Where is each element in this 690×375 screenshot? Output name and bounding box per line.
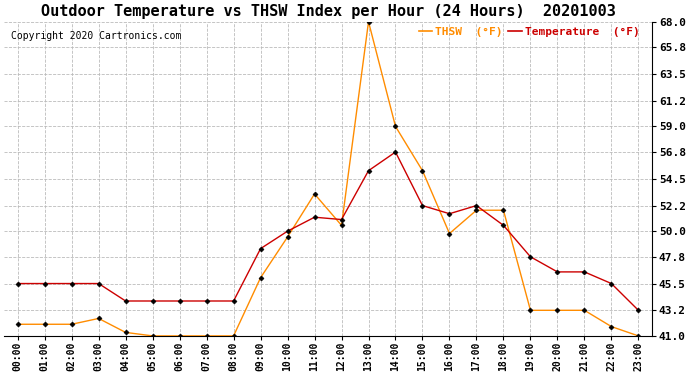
Legend: THSW  (°F), Temperature  (°F): THSW (°F), Temperature (°F): [419, 27, 640, 37]
Text: Copyright 2020 Cartronics.com: Copyright 2020 Cartronics.com: [10, 31, 181, 41]
Title: Outdoor Temperature vs THSW Index per Hour (24 Hours)  20201003: Outdoor Temperature vs THSW Index per Ho…: [41, 4, 615, 19]
